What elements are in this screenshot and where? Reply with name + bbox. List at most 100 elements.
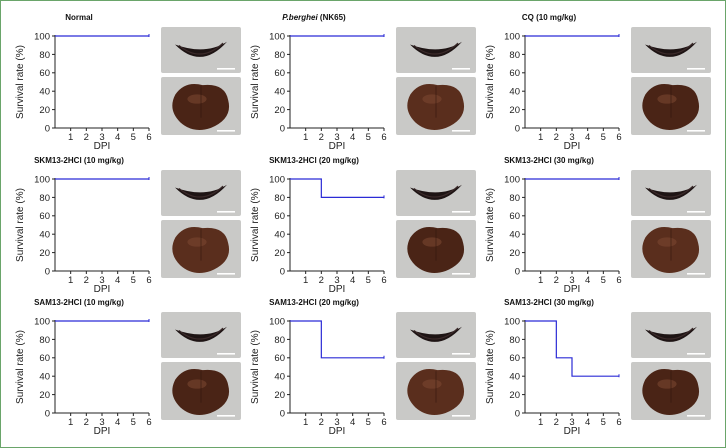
x-tick-label: 4 <box>585 417 590 428</box>
survival-chart: 0 20 40 60 80 100 1 2 3 4 5 6 DPI Survival rate (%) <box>250 174 387 295</box>
y-tick-label: 60 <box>39 211 50 222</box>
panel-title: P.berghei (NK65) <box>244 13 384 22</box>
x-tick-label: 2 <box>554 417 559 428</box>
x-tick-label: 6 <box>616 132 621 143</box>
y-axis-title: Survival rate (%) <box>15 45 26 119</box>
liver-photo <box>631 362 711 420</box>
y-tick-label: 80 <box>274 335 285 346</box>
x-tick-label: 4 <box>585 132 590 143</box>
x-axis-title: DPI <box>564 426 581 437</box>
spleen-illustration <box>161 27 241 73</box>
y-tick-label: 0 <box>515 408 520 419</box>
y-axis-title: Survival rate (%) <box>15 188 26 262</box>
x-axis-title: DPI <box>564 141 581 152</box>
y-tick-label: 20 <box>274 390 285 401</box>
y-tick-label: 100 <box>269 316 285 327</box>
x-tick-label: 2 <box>319 417 324 428</box>
x-tick-label: 5 <box>601 275 606 286</box>
survival-chart: 0 20 40 60 80 100 1 2 3 4 5 6 DPI Survival rate (%) <box>485 31 622 152</box>
y-tick-label: 80 <box>509 193 520 204</box>
liver-illustration <box>631 362 711 420</box>
y-tick-label: 100 <box>269 174 285 185</box>
x-tick-label: 4 <box>350 417 355 428</box>
y-tick-label: 80 <box>274 50 285 61</box>
y-tick-label: 0 <box>515 266 520 277</box>
y-axis-title: Survival rate (%) <box>250 330 261 404</box>
liver-illustration <box>631 220 711 278</box>
panel-title: SKM13-2HCl (30 mg/kg) <box>504 156 594 165</box>
y-tick-label: 0 <box>280 408 285 419</box>
liver-photo <box>161 77 241 135</box>
panel-title: SAM13-2HCl (20 mg/kg) <box>269 298 359 307</box>
y-tick-label: 80 <box>509 50 520 61</box>
y-axis-title: Survival rate (%) <box>250 188 261 262</box>
y-tick-label: 0 <box>45 408 50 419</box>
x-tick-label: 5 <box>131 132 136 143</box>
survival-step-line <box>290 178 384 198</box>
panel-title-italic: P.berghei <box>282 13 318 22</box>
x-tick-label: 1 <box>303 132 308 143</box>
y-tick-label: 0 <box>280 123 285 134</box>
panel-skm-10: SKM13-2HCl (10 mg/kg) 0 20 40 60 80 100 1 2 3 4 5 6… <box>9 156 245 296</box>
x-tick-label: 3 <box>334 275 339 286</box>
spleen-photo <box>396 170 476 216</box>
spleen-illustration <box>631 170 711 216</box>
x-tick-label: 3 <box>99 132 104 143</box>
y-tick-label: 60 <box>509 211 520 222</box>
x-axis-title: DPI <box>329 426 346 437</box>
y-tick-label: 20 <box>39 248 50 259</box>
x-axis-title: DPI <box>329 141 346 152</box>
survival-chart: 0 20 40 60 80 100 1 2 3 4 5 6 DPI Survival rate (%) <box>15 316 152 437</box>
y-axis-title: Survival rate (%) <box>485 188 496 262</box>
x-tick-label: 4 <box>585 275 590 286</box>
y-axis-title: Survival rate (%) <box>485 45 496 119</box>
y-tick-label: 20 <box>274 248 285 259</box>
x-axis-title: DPI <box>94 284 111 295</box>
y-tick-label: 100 <box>504 31 520 42</box>
x-tick-label: 4 <box>115 132 120 143</box>
x-tick-label: 5 <box>131 417 136 428</box>
panel-title: Normal <box>65 13 93 22</box>
spleen-illustration <box>396 312 476 358</box>
x-axis-title: DPI <box>329 284 346 295</box>
x-tick-label: 2 <box>319 275 324 286</box>
y-tick-label: 60 <box>509 68 520 79</box>
x-tick-label: 5 <box>601 417 606 428</box>
panel-cq: CQ (10 mg/kg) 0 20 40 60 80 100 1 2 3 4 5 6 DPI Survi… <box>479 13 715 153</box>
panel-sam-30: SAM13-2HCl (30 mg/kg) 0 20 40 60 80 100 1 2 3 4 5 6… <box>479 298 715 438</box>
y-tick-label: 20 <box>509 105 520 116</box>
liver-illustration <box>631 77 711 135</box>
survival-step-line <box>525 320 619 377</box>
y-tick-label: 40 <box>509 372 520 383</box>
liver-photo <box>161 220 241 278</box>
y-tick-label: 100 <box>504 174 520 185</box>
liver-illustration <box>396 77 476 135</box>
panel-skm-30: SKM13-2HCl (30 mg/kg) 0 20 40 60 80 100 1 2 3 4 5 6… <box>479 156 715 296</box>
liver-illustration <box>161 362 241 420</box>
x-tick-label: 6 <box>146 132 151 143</box>
y-tick-label: 0 <box>515 123 520 134</box>
panel-title: SAM13-2HCl (10 mg/kg) <box>34 298 124 307</box>
x-tick-label: 3 <box>334 417 339 428</box>
spleen-illustration <box>631 312 711 358</box>
y-tick-label: 60 <box>274 68 285 79</box>
x-axis-title: DPI <box>564 284 581 295</box>
x-tick-label: 3 <box>569 275 574 286</box>
panel-title: SKM13-2HCl (20 mg/kg) <box>269 156 359 165</box>
x-tick-label: 6 <box>381 275 386 286</box>
liver-photo <box>631 77 711 135</box>
y-tick-label: 20 <box>39 105 50 116</box>
x-tick-label: 6 <box>146 275 151 286</box>
x-tick-label: 4 <box>350 275 355 286</box>
x-tick-label: 2 <box>554 275 559 286</box>
y-axis-title: Survival rate (%) <box>485 330 496 404</box>
spleen-illustration <box>161 170 241 216</box>
x-tick-label: 6 <box>146 417 151 428</box>
y-tick-label: 0 <box>45 123 50 134</box>
liver-photo <box>396 220 476 278</box>
x-tick-label: 2 <box>84 132 89 143</box>
spleen-photo <box>161 27 241 73</box>
spleen-illustration <box>396 170 476 216</box>
spleen-photo <box>396 27 476 73</box>
